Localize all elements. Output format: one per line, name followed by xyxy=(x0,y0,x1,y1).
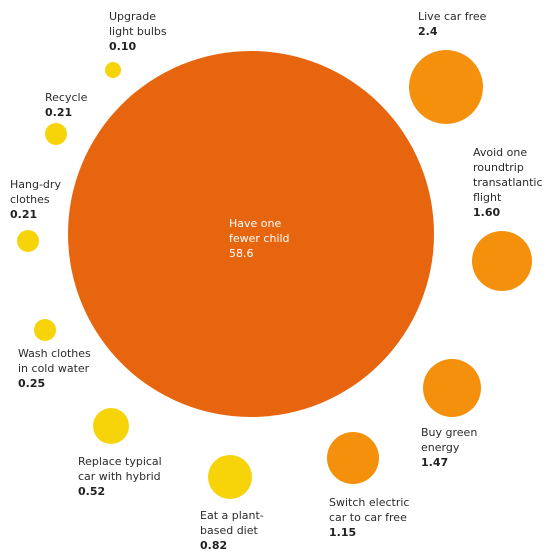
bubble-4 xyxy=(93,408,129,444)
bubble-6 xyxy=(327,432,379,484)
bubble-7 xyxy=(423,359,481,417)
bubble-label-name: Have one fewer child xyxy=(229,217,290,245)
bubble-label-value: 0.10 xyxy=(109,40,137,53)
bubble-label-name: Buy green energy xyxy=(421,426,478,454)
bubble-label-value: 0.21 xyxy=(10,208,38,221)
bubble-label-name: Eat a plant- based diet xyxy=(200,509,264,537)
bubble-label-6: Switch electric car to car free 1.15 xyxy=(329,495,409,540)
bubble-1 xyxy=(45,123,67,145)
bubble-0 xyxy=(105,62,121,78)
bubble-label-1: Recycle 0.21 xyxy=(45,90,87,120)
bubble-label-name: Live car free xyxy=(418,10,487,23)
bubble-label-value: 1.47 xyxy=(421,456,449,469)
bubble-label-name: Avoid one roundtrip transatlantic flight xyxy=(473,146,543,204)
bubble-label-value: 1.15 xyxy=(329,526,357,539)
bubble-10 xyxy=(68,51,434,417)
bubble-label-value: 0.82 xyxy=(200,539,228,552)
bubble-label-name: Hang-dry clothes xyxy=(10,178,61,206)
bubble-label-name: Recycle xyxy=(45,91,88,104)
bubble-2 xyxy=(17,230,39,252)
bubble-8 xyxy=(472,231,532,291)
bubble-9 xyxy=(409,50,483,124)
bubble-label-name: Wash clothes in cold water xyxy=(18,347,91,375)
bubble-label-0: Upgrade light bulbs 0.10 xyxy=(109,9,167,54)
bubble-label-4: Replace typical car with hybrid 0.52 xyxy=(78,454,162,499)
bubble-label-name: Switch electric car to car free xyxy=(329,496,410,524)
bubble-label-value: 2.4 xyxy=(418,25,438,38)
bubble-label-name: Replace typical car with hybrid xyxy=(78,455,162,483)
bubble-label-value: 0.21 xyxy=(45,106,73,119)
bubble-label-2: Hang-dry clothes 0.21 xyxy=(10,177,61,222)
bubble-label-8: Avoid one roundtrip transatlantic flight… xyxy=(473,145,543,220)
bubble-label-5: Eat a plant- based diet 0.82 xyxy=(200,508,264,553)
bubble-label-10: Have one fewer child 58.6 xyxy=(229,216,290,261)
bubble-label-value: 1.60 xyxy=(473,206,501,219)
bubble-label-value: 0.25 xyxy=(18,377,46,390)
bubble-label-3: Wash clothes in cold water 0.25 xyxy=(18,346,91,391)
bubble-label-value: 0.52 xyxy=(78,485,106,498)
bubble-label-value: 58.6 xyxy=(229,247,254,260)
bubble-3 xyxy=(34,319,56,341)
bubble-label-name: Upgrade light bulbs xyxy=(109,10,167,38)
bubble-label-9: Live car free 2.4 xyxy=(418,9,486,39)
bubble-label-7: Buy green energy 1.47 xyxy=(421,425,477,470)
bubble-5 xyxy=(208,455,252,499)
